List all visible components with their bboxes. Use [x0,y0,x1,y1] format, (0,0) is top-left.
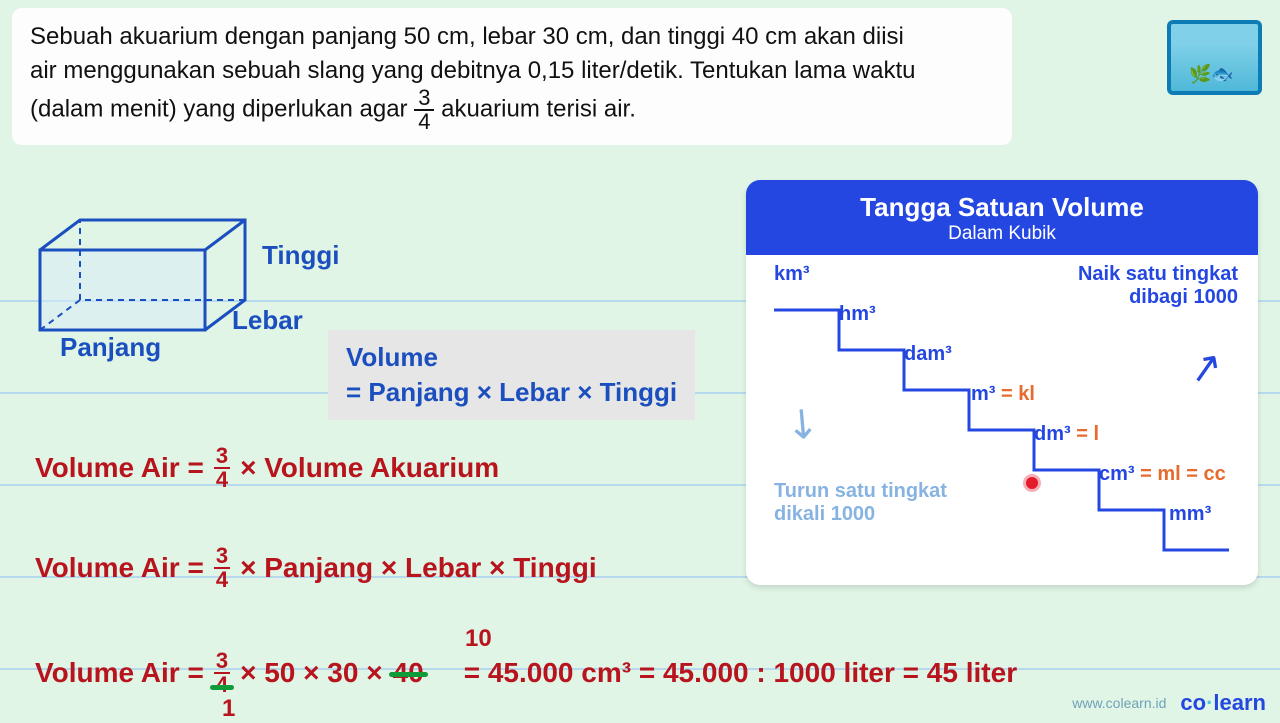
q-line2: air menggunakan sebuah slang yang debitn… [30,57,915,84]
unit-hm: hm³ [839,303,876,326]
aquarium-illustration [1167,20,1262,95]
hint-down: Turun satu tingkat dikali 1000 [774,480,947,526]
q-line3a: (dalam menit) yang diperlukan agar [30,96,408,123]
unit-dam: dam³ [904,343,952,366]
prism-diagram [35,215,255,350]
work-line-2: Volume Air = 34 × Panjang × Lebar × Ting… [35,545,597,591]
q-frac: 3 4 [414,87,434,133]
brand-logo: co·learn [1180,690,1266,716]
unit-cm: cm³ = ml = cc [1099,463,1226,486]
volume-formula-box: Volume = Panjang × Lebar × Tinggi [328,330,695,420]
hint-up: Naik satu tingkat dibagi 1000 [1078,263,1238,309]
work-line-1: Volume Air = 34 × Volume Akuarium [35,445,499,491]
label-lebar: Lebar [232,305,303,336]
unit-m: m³ = kl [971,383,1035,406]
unit-dm: dm³ = l [1034,423,1099,446]
q-line3b: akuarium terisi air. [441,96,636,123]
cancel-bottom: 1 [222,695,235,723]
label-tinggi: Tinggi [262,240,340,271]
panel-header: Tangga Satuan Volume Dalam Kubik [746,180,1258,255]
pointer-dot [1026,477,1038,489]
q-line1: Sebuah akuarium dengan panjang 50 cm, le… [30,23,904,50]
label-panjang: Panjang [60,332,161,363]
unit-mm: mm³ [1169,503,1211,526]
cancel-top: 10 [465,625,492,653]
footer: www.colearn.id co·learn [1072,690,1266,716]
question-box: Sebuah akuarium dengan panjang 50 cm, le… [12,8,1012,145]
work-line-3: Volume Air = 3 4 × 50 × 30 × 40 = 45.000… [35,650,1017,696]
stairs-diagram [764,275,1239,575]
unit-km: km³ [774,263,810,286]
unit-ladder-panel: Tangga Satuan Volume Dalam Kubik km³ hm³… [746,180,1258,585]
